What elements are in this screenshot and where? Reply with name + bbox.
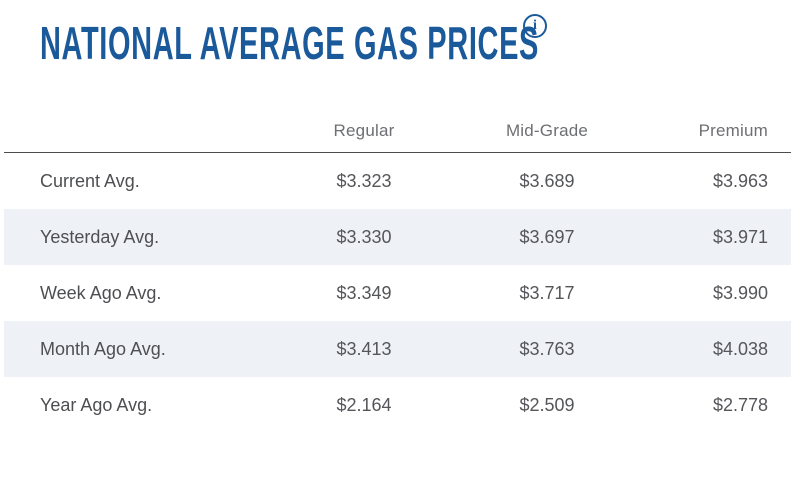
table-row-current-avg: Current Avg. $3.323 $3.689 $3.963 [4,153,791,209]
price-premium: $3.971 [712,226,768,247]
column-header-midgrade: Mid-Grade [505,120,589,140]
price-regular: $3.330 [336,226,392,247]
price-midgrade: $3.717 [519,282,575,303]
table-body: Current Avg. $3.323 $3.689 $3.963 Yester… [4,153,791,433]
price-midgrade: $3.763 [519,338,575,359]
gas-prices-table: Regular Mid-Grade Premium Current Avg. $… [4,109,791,433]
price-premium: $3.963 [712,170,768,191]
price-premium: $4.038 [712,338,768,359]
price-regular: $2.164 [336,394,392,415]
table-row-yesterday-avg: Yesterday Avg. $3.330 $3.697 $3.971 [4,209,791,265]
table-row-month-ago-avg: Month Ago Avg. $3.413 $3.763 $4.038 [4,321,791,377]
row-label: Current Avg. [40,170,140,191]
row-label: Month Ago Avg. [40,338,166,359]
page-header: NATIONAL AVERAGE GAS PRICES i [40,14,798,70]
info-icon[interactable]: i [523,14,547,38]
column-header-regular: Regular [333,120,395,140]
table-row-year-ago-avg: Year Ago Avg. $2.164 $2.509 $2.778 [4,377,791,433]
price-regular: $3.323 [336,170,392,191]
price-regular: $3.349 [336,282,392,303]
price-regular: $3.413 [336,338,392,359]
price-midgrade: $3.689 [519,170,575,191]
column-header-premium: Premium [698,120,768,140]
page-title: NATIONAL AVERAGE GAS PRICES [40,17,539,69]
row-label: Year Ago Avg. [40,394,153,415]
table-header-row: Regular Mid-Grade Premium [4,109,791,153]
row-label: Yesterday Avg. [40,226,160,247]
price-premium: $3.990 [712,282,768,303]
price-premium: $2.778 [712,394,768,415]
row-label: Week Ago Avg. [40,282,162,303]
price-midgrade: $3.697 [519,226,575,247]
table-row-week-ago-avg: Week Ago Avg. $3.349 $3.717 $3.990 [4,265,791,321]
price-midgrade: $2.509 [519,394,575,415]
